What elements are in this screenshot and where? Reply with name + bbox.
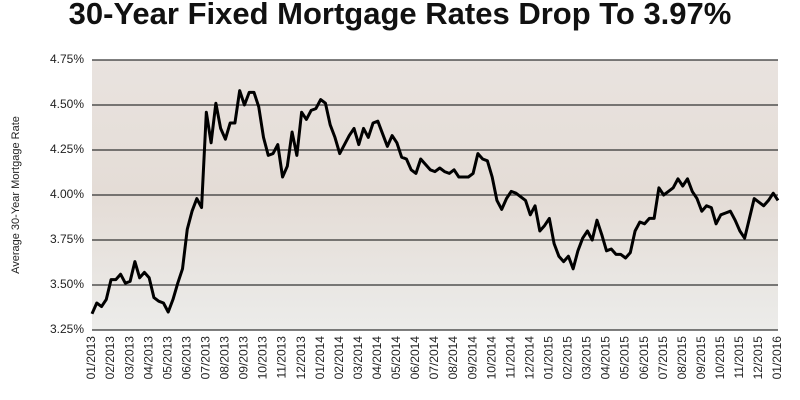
y-tick-label: 4.25% xyxy=(50,142,84,156)
x-tick-label: 12/2013 xyxy=(294,336,308,380)
x-tick-label: 07/2013 xyxy=(199,336,213,380)
y-tick-label: 3.25% xyxy=(50,322,84,336)
x-tick-label: 05/2014 xyxy=(389,336,403,380)
x-tick-label: 11/2015 xyxy=(732,336,746,379)
x-tick-label: 10/2013 xyxy=(256,336,270,380)
x-tick-label: 06/2013 xyxy=(179,336,193,380)
x-tick-label: 09/2015 xyxy=(694,336,708,380)
x-tick-label: 04/2014 xyxy=(370,336,384,380)
y-tick-label: 4.50% xyxy=(50,97,84,111)
x-tick-label: 06/2014 xyxy=(408,336,422,380)
x-tick-label: 12/2014 xyxy=(522,336,536,380)
x-tick-label: 09/2014 xyxy=(465,336,479,380)
x-tick-label: 01/2015 xyxy=(542,336,556,380)
x-tick-label: 10/2014 xyxy=(484,336,498,380)
x-tick-label: 07/2014 xyxy=(427,336,441,380)
x-tick-label: 10/2015 xyxy=(713,336,727,380)
x-tick-label: 02/2014 xyxy=(332,336,346,380)
x-tick-label: 03/2015 xyxy=(580,336,594,380)
x-tick-label: 08/2014 xyxy=(446,336,460,380)
chart-title: 30-Year Fixed Mortgage Rates Drop To 3.9… xyxy=(69,0,732,31)
x-tick-label: 05/2015 xyxy=(618,336,632,380)
x-tick-label: 04/2015 xyxy=(599,336,613,380)
x-tick-label: 01/2013 xyxy=(84,336,98,380)
x-tick-label: 03/2013 xyxy=(122,336,136,380)
x-tick-label: 09/2013 xyxy=(237,336,251,380)
x-tick-label: 08/2013 xyxy=(218,336,232,380)
x-tick-label: 01/2014 xyxy=(313,336,327,380)
x-tick-label: 01/2016 xyxy=(770,336,784,380)
x-tick-label: 04/2013 xyxy=(141,336,155,380)
x-tick-label: 07/2015 xyxy=(656,336,670,380)
y-tick-label: 4.00% xyxy=(50,187,84,201)
y-tick-label: 3.50% xyxy=(50,277,84,291)
x-tick-label: 02/2015 xyxy=(561,336,575,380)
x-tick-label: 08/2015 xyxy=(675,336,689,380)
rate-line xyxy=(90,89,780,315)
x-tick-label: 11/2014 xyxy=(503,336,517,379)
x-tick-label: 02/2013 xyxy=(103,336,117,380)
y-axis-label: Average 30-Year Mortgage Rate xyxy=(10,116,22,274)
x-tick-label: 06/2015 xyxy=(637,336,651,380)
x-tick-label: 05/2013 xyxy=(160,336,174,380)
y-tick-label: 4.75% xyxy=(50,52,84,66)
x-tick-label: 03/2014 xyxy=(351,336,365,380)
x-tick-label: 12/2015 xyxy=(751,336,765,380)
y-tick-label: 3.75% xyxy=(50,232,84,246)
x-tick-label: 11/2013 xyxy=(275,336,289,379)
